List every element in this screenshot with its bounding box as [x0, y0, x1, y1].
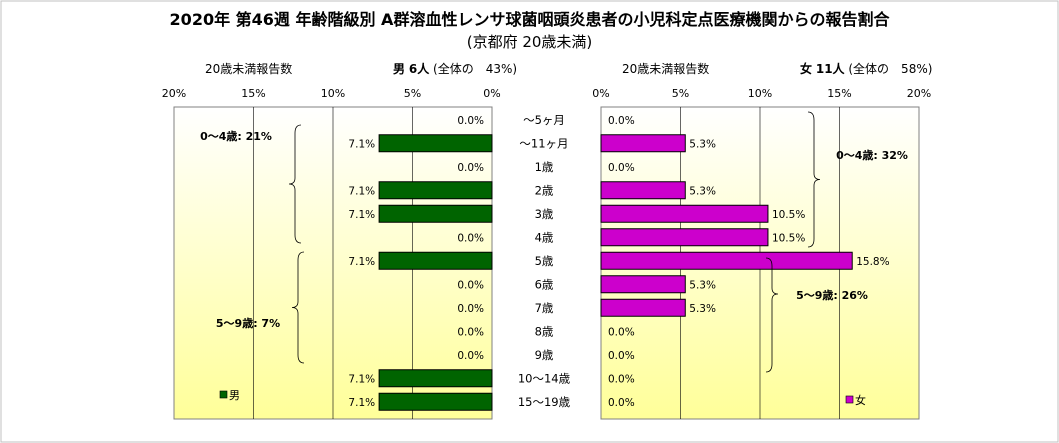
female-bar: [600, 228, 769, 247]
male-value-label: 0.0%: [457, 162, 484, 174]
female-value-label: 15.8%: [856, 256, 889, 268]
male-age-group-label: 5～9歳: 7%: [216, 316, 280, 330]
male-x-tick-label: 0%: [483, 87, 500, 100]
female-value-label: 0.0%: [608, 373, 635, 385]
male-value-label: 7.1%: [348, 138, 375, 150]
age-category-label: 15～19歳: [518, 395, 571, 409]
female-share: (全体の 58%): [848, 62, 933, 76]
male-count: 6人: [408, 62, 430, 76]
male-value-label: 7.1%: [348, 256, 375, 268]
male-bar: [378, 181, 493, 200]
chart-subtitle: (京都府 20歳未満): [466, 33, 593, 51]
male-bar: [378, 369, 493, 388]
age-category-label: 3歳: [535, 207, 554, 221]
male-share: (全体の 43%): [433, 62, 518, 76]
male-bar: [378, 204, 493, 223]
age-category-label: 10～14歳: [518, 371, 571, 385]
female-bar: [600, 251, 853, 270]
female-value-label: 10.5%: [772, 209, 805, 221]
male-age-group-brace: [288, 124, 302, 244]
female-value-label: 0.0%: [608, 350, 635, 362]
male-value-label: 0.0%: [457, 232, 484, 244]
male-age-group-label: 0～4歳: 21%: [200, 129, 272, 143]
age-category-label: ～5ヶ月: [523, 113, 565, 127]
age-category-label: 6歳: [535, 277, 554, 291]
female-count-label: 20歳未満報告数: [622, 62, 710, 76]
male-value-label: 7.1%: [348, 397, 375, 409]
male-x-tick-label: 10%: [321, 87, 345, 100]
female-bar: [600, 275, 686, 294]
male-legend-label: 男: [229, 389, 240, 402]
male-x-tick-label: 15%: [241, 87, 265, 100]
female-value-label: 5.3%: [689, 185, 716, 197]
male-value-label: 0.0%: [457, 279, 484, 291]
female-age-group-brace: [765, 257, 779, 373]
female-summary: 女 11人 (全体の 58%): [800, 60, 932, 77]
female-age-group-brace: [807, 111, 821, 248]
female-bar: [600, 181, 686, 200]
male-x-tick-label: 5%: [404, 87, 421, 100]
male-x-tick-label: 20%: [162, 87, 186, 100]
age-category-label: 2歳: [535, 183, 554, 197]
male-count-label: 20歳未満報告数: [205, 62, 293, 76]
age-category-label: 5歳: [535, 254, 554, 268]
age-category-label: 8歳: [535, 324, 554, 338]
male-value-label: 7.1%: [348, 373, 375, 385]
female-value-label: 5.3%: [689, 138, 716, 150]
female-x-tick-label: 20%: [907, 87, 931, 100]
female-value-label: 10.5%: [772, 232, 805, 244]
male-value-label: 0.0%: [457, 303, 484, 315]
female-x-tick-label: 0%: [592, 87, 609, 100]
female-sex-label: 女: [800, 62, 813, 76]
male-value-label: 7.1%: [348, 209, 375, 221]
female-age-group-label: 5～9歳: 26%: [796, 288, 868, 302]
age-category-label: 4歳: [535, 230, 554, 244]
male-age-group-brace: [291, 251, 305, 364]
female-count: 11人: [815, 62, 845, 76]
chart-title: 2020年 第46週 年齢階級別 A群溶血性レンサ球菌咽頭炎患者の小児科定点医療…: [169, 10, 890, 29]
male-value-label: 0.0%: [457, 350, 484, 362]
female-x-tick-label: 15%: [827, 87, 851, 100]
age-category-label: 9歳: [535, 348, 554, 362]
female-age-group-label: 0～4歳: 32%: [836, 148, 908, 162]
male-bar: [378, 134, 493, 153]
age-category-label: 1歳: [535, 160, 554, 174]
female-bar: [600, 298, 686, 317]
female-value-label: 5.3%: [689, 279, 716, 291]
male-legend-swatch: [219, 390, 228, 399]
male-bar: [378, 251, 493, 270]
female-value-label: 0.0%: [608, 115, 635, 127]
male-value-label: 0.0%: [457, 115, 484, 127]
male-bar: [378, 392, 493, 411]
female-bar: [600, 134, 686, 153]
male-value-label: 0.0%: [457, 326, 484, 338]
male-value-label: 7.1%: [348, 185, 375, 197]
female-legend-label: 女: [855, 393, 866, 407]
female-x-tick-label: 5%: [672, 87, 689, 100]
female-value-label: 0.0%: [608, 326, 635, 338]
female-value-label: 0.0%: [608, 162, 635, 174]
age-category-label: ～11ヶ月: [519, 136, 568, 150]
female-value-label: 0.0%: [608, 397, 635, 409]
female-legend-swatch: [845, 395, 854, 404]
female-x-tick-label: 10%: [748, 87, 772, 100]
female-value-label: 5.3%: [689, 303, 716, 315]
female-bar: [600, 204, 769, 223]
male-sex-label: 男: [393, 62, 406, 76]
male-summary: 男 6人 (全体の 43%): [393, 60, 517, 77]
age-category-label: 7歳: [535, 301, 554, 315]
